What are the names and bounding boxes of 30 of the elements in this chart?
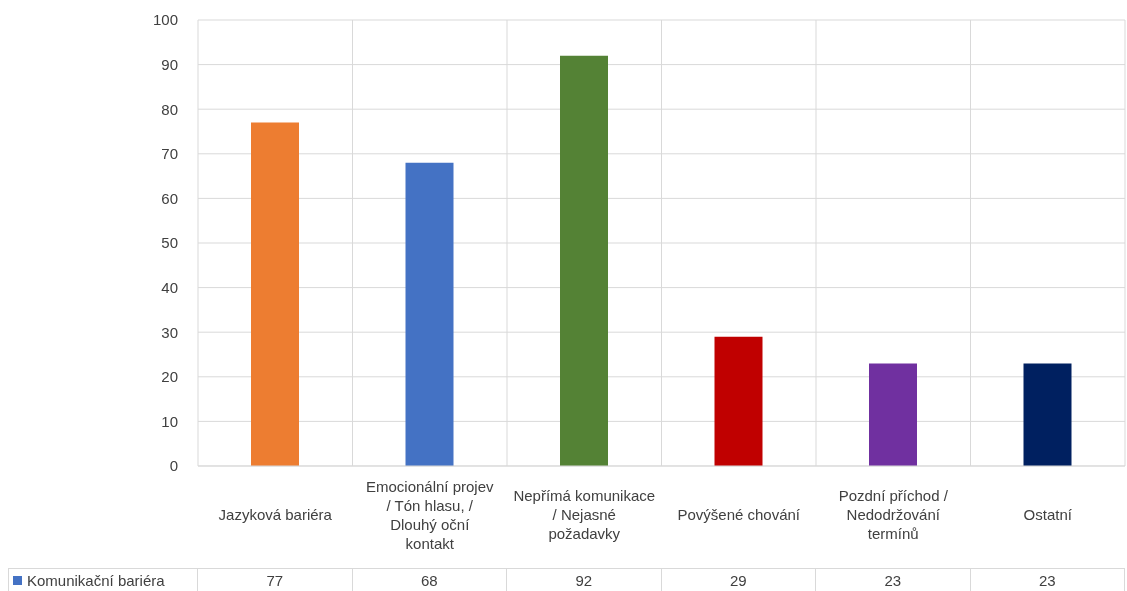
data-label: 92 [507,569,662,591]
bar [405,162,454,466]
bar [714,336,763,466]
bar [869,363,917,466]
x-tick-label: Povýšené chování [677,506,801,523]
bar [560,55,608,466]
bar [251,122,299,466]
x-tick-label: Nepřímá komunikace / Nejasné požadavky [513,487,656,542]
y-tick-label: 0 [169,457,178,475]
y-tick-label: 80 [161,100,178,118]
x-tick-label: Emocionální projev / Tón hlasu, / Dlouhý oční kontakt [365,477,495,552]
x-tick-label: Pozdní příchod / Nedodržování termínů [838,487,949,542]
y-tick-label: 90 [161,55,178,73]
y-tick-label: 30 [161,323,178,341]
y-tick-label: 40 [161,278,178,296]
y-tick-label: 70 [161,145,178,163]
data-label: 23 [970,569,1125,591]
legend-label: Komunikační bariéra [27,572,165,589]
y-tick-label: 20 [161,368,178,386]
data-label: 68 [352,569,507,591]
data-label: 77 [198,569,353,591]
x-tick-label: Ostatní [1023,506,1073,523]
data-label: 23 [816,569,971,591]
y-tick-label: 60 [161,189,178,207]
y-tick-label: 10 [161,412,178,430]
y-tick-label: 50 [161,234,178,252]
data-label: 29 [661,569,816,591]
x-tick-label: Jazyková bariéra [218,506,333,523]
bar [1023,363,1072,466]
y-tick-label: 100 [152,11,178,29]
